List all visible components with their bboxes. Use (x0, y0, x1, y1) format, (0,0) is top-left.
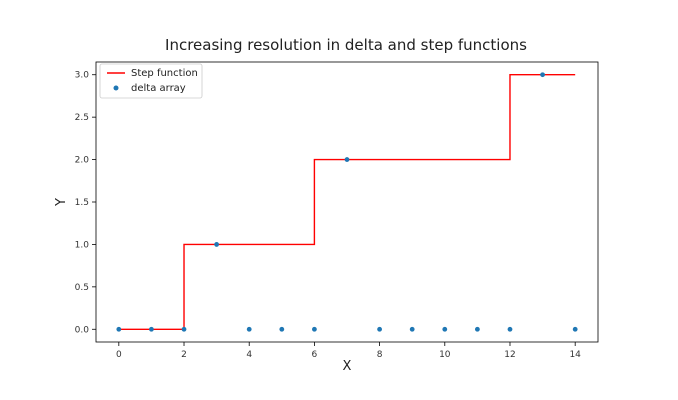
delta-array-point (312, 326, 317, 332)
delta-array-point (149, 326, 154, 332)
y-tick-label: 1.5 (75, 198, 89, 208)
step-function-line (118, 74, 576, 330)
y-tick-label: 0.5 (75, 283, 89, 293)
x-tick-label: 8 (377, 350, 383, 360)
y-tick-label: 2.0 (75, 156, 90, 166)
legend: Step function delta array (99, 63, 203, 99)
delta-array-point (507, 326, 513, 332)
y-axis-label: Y (54, 198, 69, 207)
delta-array-point (116, 326, 122, 332)
delta-array-point (474, 326, 480, 332)
chart-title: Increasing resolution in delta and step … (165, 36, 527, 54)
x-tick-label: 4 (246, 350, 252, 360)
delta-array-point (246, 326, 252, 332)
legend-delta-marker (113, 85, 119, 91)
x-tick-label: 14 (569, 350, 581, 360)
x-tick-label: 10 (439, 350, 451, 360)
y-tick-label: 0.0 (75, 325, 90, 335)
legend-label-delta-array: delta array (131, 83, 186, 94)
plot-frame (95, 61, 599, 343)
delta-array-point (572, 326, 578, 332)
delta-array-point (377, 326, 382, 332)
legend-box (99, 63, 203, 99)
series-layer (116, 72, 578, 332)
delta-array-point (442, 326, 448, 332)
y-tick-label: 1.0 (75, 240, 90, 250)
delta-array-point (214, 242, 220, 247)
y-axis: 0.0 0.5 1.0 1.5 2.0 2.5 3.0 (75, 71, 96, 335)
x-axis: 0 2 4 6 8 10 12 14 (116, 342, 581, 360)
x-tick-label: 2 (181, 350, 187, 360)
y-tick-label: 3.0 (75, 71, 90, 81)
y-tick-label: 2.5 (75, 113, 89, 123)
delta-array-point (540, 72, 545, 78)
delta-array-point (181, 326, 187, 332)
x-axis-label: X (343, 359, 352, 374)
x-tick-label: 12 (504, 350, 515, 360)
delta-array-point (409, 326, 415, 332)
delta-array-point (344, 157, 350, 162)
x-tick-label: 6 (312, 350, 318, 360)
legend-label-step-function: Step function (131, 68, 198, 79)
x-tick-label: 0 (116, 350, 122, 360)
plot-area (95, 61, 599, 343)
delta-array-point (279, 326, 285, 332)
